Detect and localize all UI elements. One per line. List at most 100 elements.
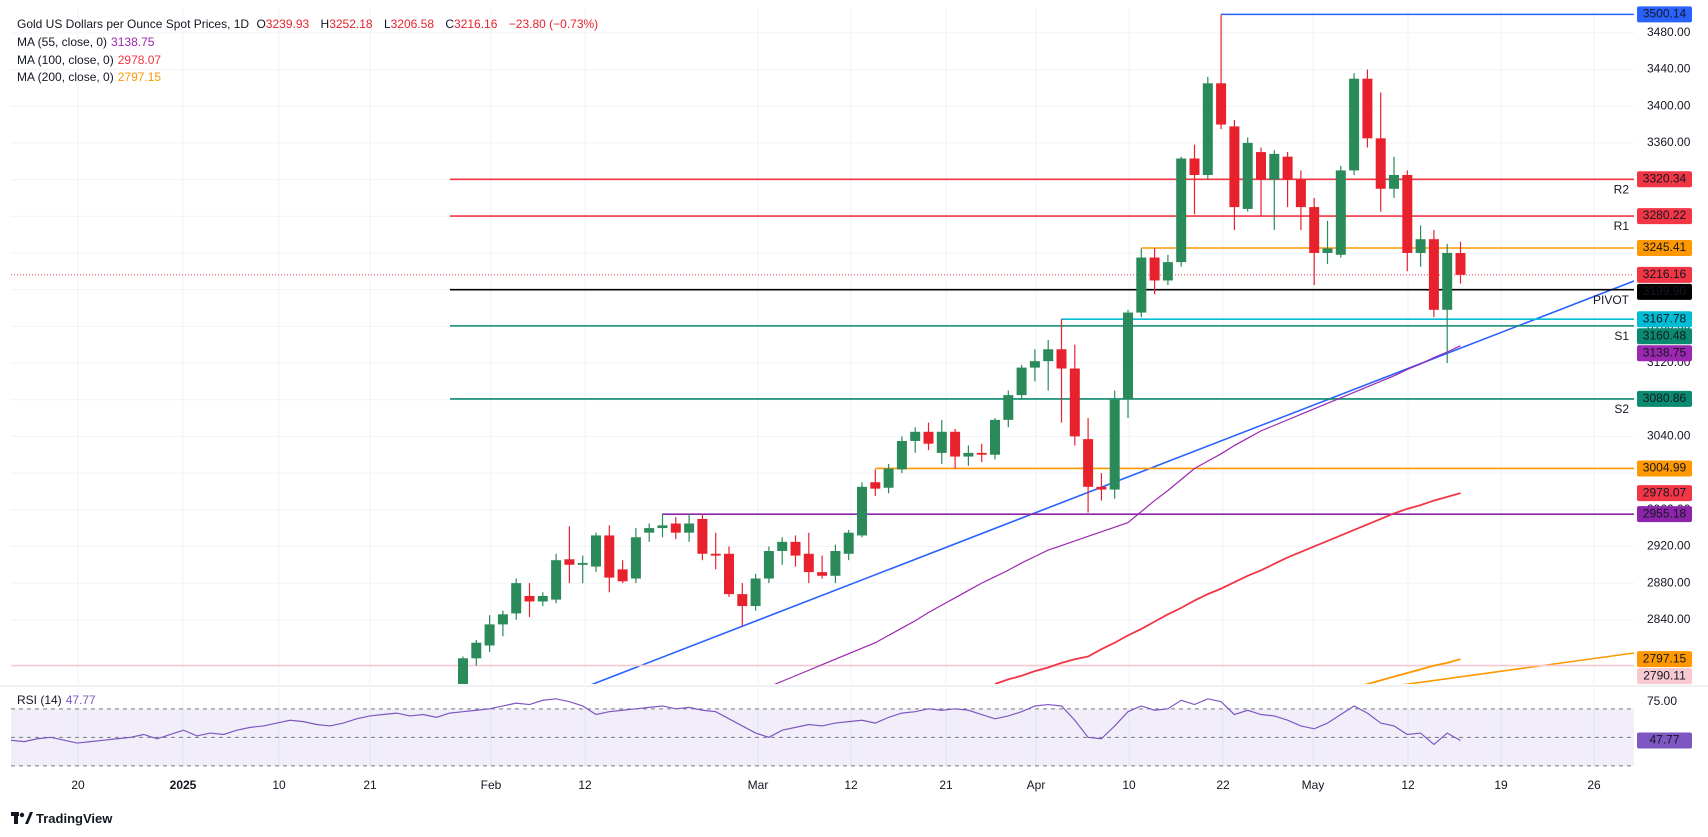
price-badge: [1637, 460, 1692, 477]
candle-body: [1109, 399, 1120, 490]
candle-body: [883, 468, 894, 488]
ohlc-value: 3239.93: [265, 17, 310, 31]
price-badge-label: 3004.99: [1643, 461, 1687, 475]
price-badge-label: 3320.34: [1643, 171, 1687, 185]
candle-body: [657, 525, 668, 529]
candle-body: [910, 431, 921, 441]
price-badge-label: 3245.41: [1643, 240, 1687, 254]
price-badge: [1637, 239, 1692, 256]
rsi-value: 47.77: [65, 693, 96, 707]
price-badge-label: 2790.11: [1643, 668, 1686, 682]
price-badge: [1637, 506, 1692, 523]
y-tick-label: 3440.00: [1647, 62, 1691, 76]
moving-average: [773, 345, 1461, 684]
candle-body: [1189, 158, 1200, 175]
change: −23.80 (−0.73%): [508, 17, 599, 31]
price-badge-label: 3199.90: [1643, 284, 1687, 298]
candle-body: [1455, 253, 1466, 275]
price-badge: [1637, 390, 1692, 407]
candle-body: [511, 583, 522, 614]
moving-average: [994, 492, 1461, 684]
ma-legend: MA (55, close, 0) 3138.75: [17, 34, 158, 50]
price-badge-label: 3138.75: [1643, 345, 1687, 359]
candle-body: [1123, 312, 1133, 399]
x-tick-label: 20: [71, 778, 85, 792]
candle-body: [1176, 158, 1187, 263]
candle-body: [1362, 78, 1373, 139]
price-pane: [11, 13, 1634, 684]
x-tick-label: 2025: [170, 778, 197, 792]
candle-body: [1256, 152, 1266, 180]
level-name: S2: [1614, 402, 1629, 416]
ma-value: 2797.15: [117, 70, 162, 84]
y-tick-label: 3040.00: [1647, 429, 1691, 443]
candle-body: [1083, 439, 1094, 487]
price-badge: [1637, 328, 1692, 345]
candle-body: [1056, 349, 1067, 369]
candle-body: [990, 419, 1000, 455]
level-name: R1: [1614, 219, 1630, 233]
candle-body: [1349, 78, 1360, 171]
ma-name: MA (55, close, 0): [17, 35, 108, 49]
ohlc: C3216.16: [445, 17, 501, 31]
ohlc: O3239.93: [256, 17, 313, 31]
rsi-badge: [1637, 732, 1692, 749]
y-tick-label: 3360.00: [1647, 135, 1691, 149]
price-badge-label: 3080.86: [1643, 391, 1687, 405]
ohlc-value: 3206.58: [390, 17, 435, 31]
x-tick-label: 12: [844, 778, 858, 792]
price-badges: 3500.14 3320.34 3280.22 3245.41 3216.16 3199.…: [1637, 6, 1692, 749]
candle-body: [1016, 367, 1027, 396]
candle-body: [896, 440, 907, 470]
ma-legend: MA (100, close, 0) 2978.07: [17, 52, 165, 68]
candle-body: [524, 595, 535, 602]
candle-body: [790, 541, 801, 556]
rsi-clip: [11, 698, 1461, 746]
x-tick-label: May: [1302, 778, 1325, 792]
candle-body: [1149, 257, 1160, 281]
trend-line: [1402, 652, 1634, 684]
price-badge-label: 3167.78: [1643, 311, 1687, 325]
x-tick-label: 12: [1401, 778, 1415, 792]
ma-value: 3138.75: [111, 35, 155, 49]
x-tick-label: 21: [939, 778, 953, 792]
price-badge: [1637, 311, 1692, 328]
price-badge: [1637, 171, 1692, 188]
level-name: PIVOT: [1593, 293, 1630, 307]
candle-body: [1242, 142, 1253, 209]
candle-body: [644, 528, 655, 533]
level-name: R2: [1614, 182, 1630, 196]
rsi-line: [11, 698, 1461, 746]
rsi-name: RSI (14): [17, 693, 62, 707]
x-tick-label: 10: [1122, 778, 1136, 792]
x-tick-label: 10: [272, 778, 286, 792]
candle-body: [830, 551, 841, 576]
x-tick-label: 12: [578, 778, 592, 792]
rsi-badge-label: 47.77: [1649, 733, 1679, 747]
y-tick-label: 2880.00: [1647, 575, 1691, 589]
candle-body: [537, 595, 548, 602]
candle-body: [484, 624, 495, 646]
ohlc-value: 3252.18: [329, 17, 373, 31]
grid-layer: [11, 9, 1634, 768]
candle-body: [1202, 83, 1213, 175]
candle-body: [1269, 153, 1280, 180]
candle-body: [471, 642, 482, 659]
axes: 2840.002880.002920.002960.003000.003040.…: [71, 25, 1690, 792]
price-badge-label: 2955.18: [1643, 506, 1687, 520]
ohlc: L3206.58: [384, 17, 438, 31]
price-badge: [1637, 283, 1692, 300]
candle-body: [870, 482, 881, 489]
price-badge-label: 2978.07: [1643, 485, 1687, 499]
level-name: S1: [1614, 329, 1629, 343]
candle-body: [976, 452, 987, 455]
candle-body: [936, 431, 947, 453]
ohlc: H3252.18: [321, 17, 377, 31]
brand-logo[interactable]: TradingView: [11, 808, 112, 828]
x-tick-label: Apr: [1027, 778, 1046, 792]
y-tick-label: 2920.00: [1647, 539, 1691, 553]
candle-body: [684, 523, 695, 533]
candle-body: [577, 562, 588, 565]
logo-icon: [11, 812, 33, 824]
